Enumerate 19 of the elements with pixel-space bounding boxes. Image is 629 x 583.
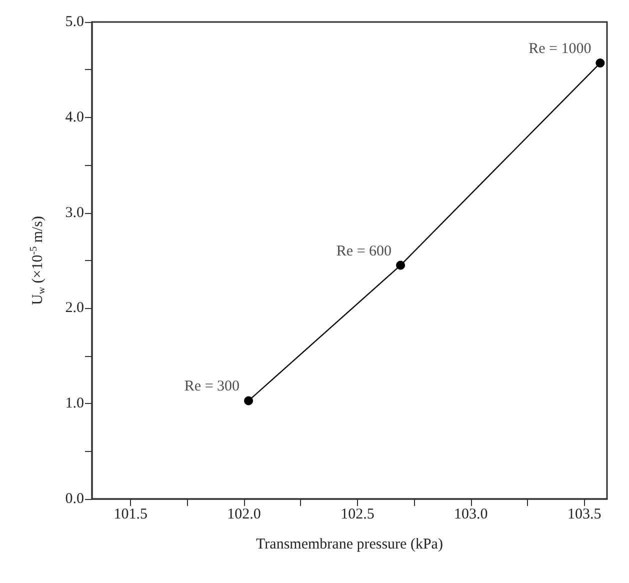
x-tick-label: 101.5 — [114, 506, 148, 522]
x-tick-label: 103.0 — [454, 506, 488, 522]
x-tick-label: 102.0 — [227, 506, 261, 522]
point — [596, 58, 605, 68]
y-tick-label: 3.0 — [65, 204, 84, 221]
x-tick-label: 103.5 — [567, 506, 602, 522]
annotation: Re = 300 — [184, 378, 240, 395]
y-axis-title: Uw (×10-5 m/s) — [28, 216, 48, 306]
annotation: Re = 1000 — [528, 41, 592, 58]
y-tick-label: 0.0 — [65, 491, 84, 507]
y-tick-label: 1.0 — [65, 396, 84, 412]
x-tick-label: 102.5 — [340, 506, 374, 522]
y-tick-label: 4.0 — [65, 109, 84, 126]
y-tick-label: 5.0 — [65, 14, 84, 30]
y-tick-label: 2.0 — [65, 300, 84, 316]
x-axis-title: Transmembrane pressure (kPa) — [256, 536, 443, 552]
point — [396, 260, 406, 270]
point — [244, 396, 254, 406]
annotation: Re = 600 — [336, 243, 392, 260]
